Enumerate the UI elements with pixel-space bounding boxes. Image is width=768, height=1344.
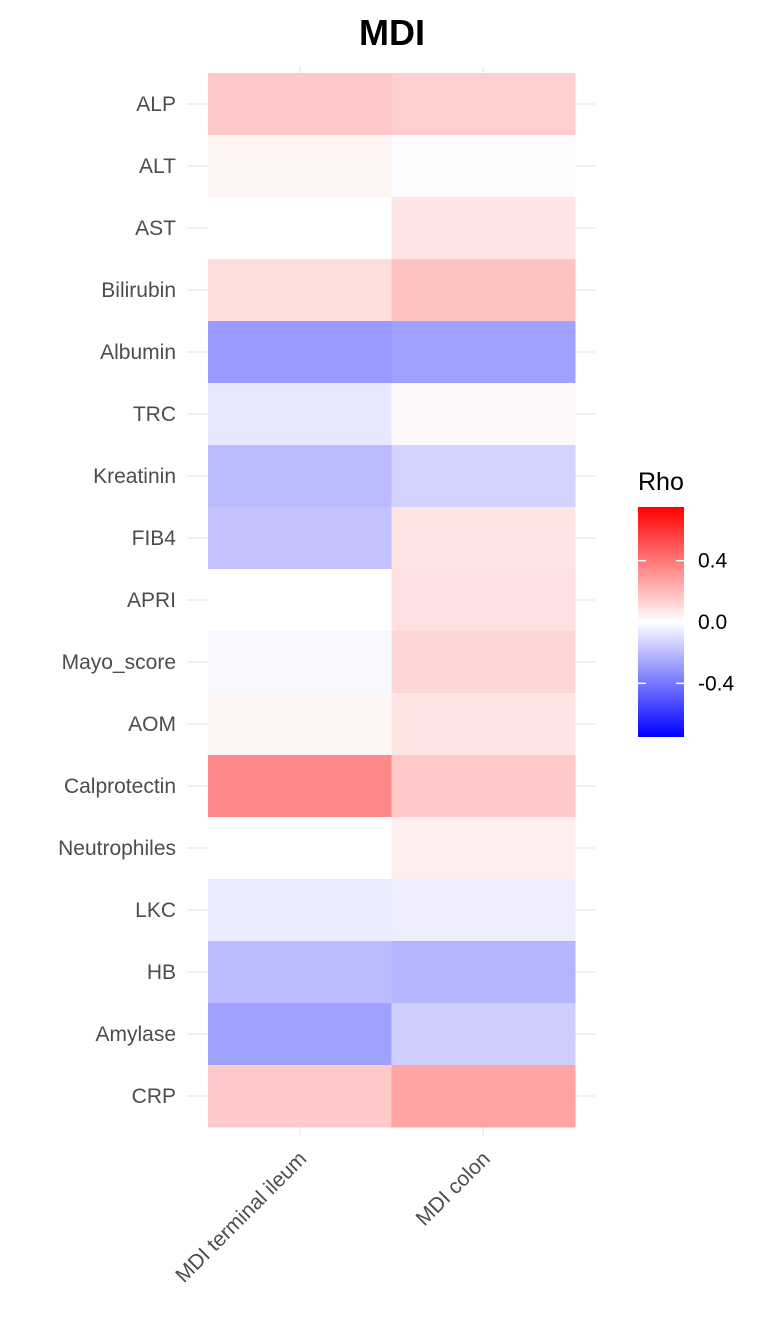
y-tick-label: TRC xyxy=(133,403,176,426)
y-tick-label: Amylase xyxy=(95,1023,176,1046)
heatmap-cell xyxy=(208,1003,392,1066)
heatmap-cell xyxy=(208,879,392,942)
heatmap-cell xyxy=(391,1003,576,1066)
y-tick-label: APRI xyxy=(127,589,176,612)
y-tick-label: Calprotectin xyxy=(64,775,176,798)
y-tick-label: ALT xyxy=(139,155,176,178)
legend-tick-label: 0.0 xyxy=(698,611,727,634)
chart-title: MDI xyxy=(359,12,425,53)
y-tick-label: Neutrophiles xyxy=(58,837,176,860)
heatmap-cell xyxy=(391,321,576,384)
heatmap-cell xyxy=(208,135,392,198)
legend-tick-label: -0.4 xyxy=(698,672,735,695)
heatmap-cell xyxy=(208,569,392,632)
heatmap-cell xyxy=(208,73,392,136)
heatmap-cell xyxy=(208,693,392,756)
heatmap-cell xyxy=(208,1065,392,1128)
y-tick-label: AST xyxy=(135,217,176,240)
legend: Rho 0.4 0.0 -0.4 xyxy=(638,468,735,737)
heatmap-cell xyxy=(391,73,576,136)
heatmap-cell xyxy=(391,817,576,880)
heatmap-cell xyxy=(391,1065,576,1128)
legend-tick-label: 0.4 xyxy=(698,550,728,573)
heatmap-cell xyxy=(208,321,392,384)
y-tick-label: CRP xyxy=(132,1085,176,1108)
y-tick-label: Mayo_score xyxy=(62,651,176,674)
heatmap-cell xyxy=(208,817,392,880)
heatmap-cell xyxy=(208,197,392,260)
heatmap-cell xyxy=(208,383,392,446)
y-tick-label: AOM xyxy=(128,713,176,736)
heatmap-cell xyxy=(208,631,392,694)
heatmap-cell xyxy=(391,383,576,446)
y-tick-label: ALP xyxy=(136,93,176,116)
y-tick-label: FIB4 xyxy=(132,527,177,550)
heatmap-cell xyxy=(391,507,576,570)
heatmap-cell xyxy=(391,445,576,508)
heatmap-cell xyxy=(208,941,392,1004)
heatmap-cell xyxy=(391,693,576,756)
y-axis-tick-labels: ALP ALT AST Bilirubin Albumin TRC Kreatinin FIB… xyxy=(58,93,176,1108)
y-tick-label: Kreatinin xyxy=(93,465,176,488)
heatmap-cell xyxy=(208,259,392,322)
heatmap-cell xyxy=(391,259,576,322)
heatmap-cell xyxy=(391,879,576,942)
y-tick-label: HB xyxy=(147,961,176,984)
heatmap-cell xyxy=(391,941,576,1004)
legend-ticks: 0.4 0.0 -0.4 xyxy=(638,550,735,695)
heatmap-cell xyxy=(208,507,392,570)
heatmap-cells xyxy=(208,73,576,1128)
heatmap-cell xyxy=(391,631,576,694)
heatmap-cell xyxy=(391,135,576,198)
legend-title: Rho xyxy=(638,468,684,496)
heatmap-cell xyxy=(391,569,576,632)
heatmap-cell xyxy=(391,197,576,260)
x-tick-label: MDI terminal ileum xyxy=(171,1147,311,1287)
heatmap-cell xyxy=(391,755,576,818)
y-tick-label: Albumin xyxy=(100,341,176,364)
heatmap-cell xyxy=(208,445,392,508)
x-tick-label: MDI colon xyxy=(412,1147,495,1230)
x-axis-tick-labels: MDI terminal ileum MDI colon xyxy=(171,1147,495,1287)
y-tick-label: Bilirubin xyxy=(101,279,176,302)
heatmap-cell xyxy=(208,755,392,818)
y-tick-label: LKC xyxy=(135,899,176,922)
